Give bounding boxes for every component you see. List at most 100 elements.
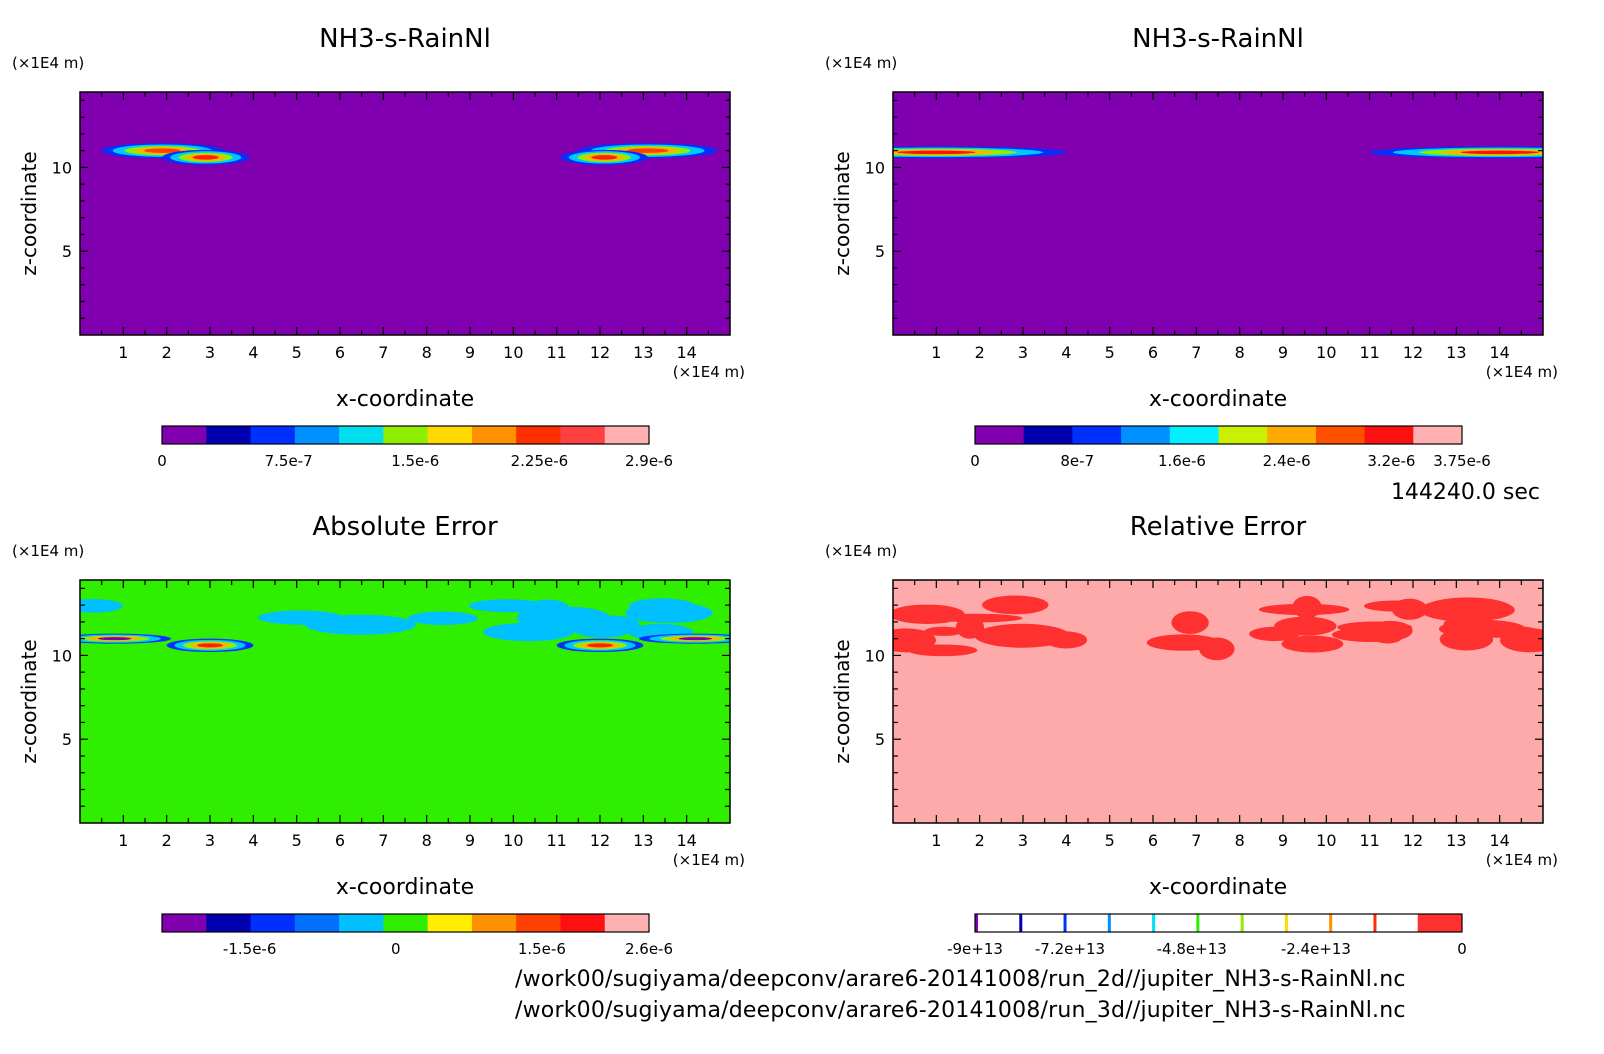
x-tick-label: 14: [676, 343, 696, 362]
colorbar-swatch: [1240, 914, 1244, 932]
x-tick-label: 12: [1403, 831, 1423, 850]
colorbar-swatch: [516, 426, 561, 444]
colorbar-swatch: [516, 914, 561, 932]
x-tick-label: 11: [1359, 831, 1379, 850]
x-tick-label: 1: [931, 343, 941, 362]
x-tick-label: 8: [422, 831, 432, 850]
colorbar-label: -9e+13: [947, 940, 1003, 958]
colorbar-swatch: [1019, 914, 1023, 932]
colorbar-swatch: [1019, 914, 1064, 932]
colorbar-label: -1.5e-6: [223, 940, 276, 958]
colorbar-label: 1.5e-6: [391, 452, 439, 470]
contour-blob: [197, 643, 223, 648]
x-tick-label: 8: [1235, 343, 1245, 362]
error-patch: [1332, 627, 1410, 643]
plot-area: [80, 92, 730, 335]
error-patch: [1500, 628, 1543, 653]
colorbar-swatch: [975, 426, 1025, 444]
x-tick-label: 13: [1446, 831, 1466, 850]
x-tick-label: 2: [162, 343, 172, 362]
x-tick-label: 10: [503, 831, 523, 850]
colorbar-label: 3.75e-6: [1433, 452, 1491, 470]
x-tick-label: 9: [465, 831, 475, 850]
colorbar-swatch: [1267, 426, 1317, 444]
x-tick-label: 3: [1018, 831, 1028, 850]
x-tick-label: 7: [378, 343, 388, 362]
colorbar-swatch: [1121, 426, 1171, 444]
field-background: [893, 92, 1543, 335]
x-tick-label: 11: [546, 343, 566, 362]
x-tick-label: 14: [1489, 343, 1509, 362]
colorbar-swatch: [383, 914, 429, 932]
colorbar-swatch: [1364, 426, 1414, 444]
error-patch: [982, 595, 1049, 615]
x-tick-label: 9: [1278, 343, 1288, 362]
colorbar-label: -7.2e+13: [1035, 940, 1105, 958]
x-tick-label: 7: [1191, 831, 1201, 850]
x-tick-label: 8: [1235, 831, 1245, 850]
colorbar-swatch: [975, 914, 1020, 932]
x-tick-label: 1: [931, 831, 941, 850]
colorbar-swatch: [1107, 914, 1111, 932]
error-patch: [893, 628, 936, 653]
error-patch: [629, 598, 695, 615]
colorbar-swatch: [604, 914, 650, 932]
contour-blob: [192, 155, 219, 160]
colorbar-swatch: [1196, 914, 1241, 932]
error-patch: [1281, 635, 1344, 653]
colorbar-swatch: [427, 426, 473, 444]
x-tick-label: 5: [292, 343, 302, 362]
colorbar-swatch: [471, 426, 517, 444]
colorbar-swatch: [294, 426, 340, 444]
y-unit-label: (×1E4 m): [825, 54, 897, 72]
contour-blob: [587, 643, 613, 648]
x-tick-label: 3: [205, 831, 215, 850]
file-path-3d: /work00/sugiyama/deepconv/arare6-2014100…: [515, 998, 1406, 1023]
x-tick-label: 9: [465, 343, 475, 362]
x-tick-label: 14: [1489, 831, 1509, 850]
colorbar-label: 1.6e-6: [1158, 452, 1206, 470]
x-tick-label: 12: [1403, 343, 1423, 362]
error-patch: [1146, 634, 1220, 651]
y-unit-label: (×1E4 m): [12, 542, 84, 560]
colorbar-swatch: [1169, 426, 1219, 444]
x-tick-label: 2: [975, 831, 985, 850]
chart-title: Relative Error: [1130, 512, 1307, 542]
y-axis-label: z-coordinate: [17, 639, 41, 763]
x-tick-label: 3: [205, 343, 215, 362]
colorbar-swatch: [1240, 914, 1285, 932]
contour-blob: [678, 637, 713, 641]
y-unit-label: (×1E4 m): [12, 54, 84, 72]
x-unit-label: (×1E4 m): [673, 363, 745, 381]
plot-area: [893, 92, 1543, 335]
x-tick-label: 13: [633, 343, 653, 362]
y-unit-label: (×1E4 m): [825, 542, 897, 560]
colorbar-swatch: [560, 914, 606, 932]
colorbar-swatch: [1152, 914, 1156, 932]
x-tick-label: 10: [503, 343, 523, 362]
colorbar-swatch: [1373, 914, 1377, 932]
error-patch: [80, 598, 123, 613]
x-tick-label: 6: [335, 831, 345, 850]
colorbar-swatch: [1284, 914, 1330, 932]
colorbar-swatch: [1417, 914, 1463, 932]
colorbar-label: 0: [157, 452, 167, 470]
x-tick-label: 7: [1191, 343, 1201, 362]
y-tick-label: 5: [875, 242, 885, 261]
x-tick-label: 4: [1061, 831, 1071, 850]
x-axis-label: x-coordinate: [1149, 387, 1287, 412]
colorbar-swatch: [1063, 914, 1067, 932]
y-axis-label: z-coordinate: [17, 151, 41, 275]
colorbar-swatch: [1329, 914, 1374, 932]
colorbar-frame: [974, 425, 1463, 445]
x-tick-label: 5: [292, 831, 302, 850]
y-tick-label: 5: [62, 730, 72, 749]
y-tick-label: 10: [52, 158, 72, 177]
x-tick-label: 10: [1316, 831, 1336, 850]
x-tick-label: 6: [1148, 831, 1158, 850]
contour-blob: [144, 148, 181, 153]
x-tick-label: 7: [378, 831, 388, 850]
x-tick-label: 9: [1278, 831, 1288, 850]
error-patch: [1258, 603, 1350, 616]
